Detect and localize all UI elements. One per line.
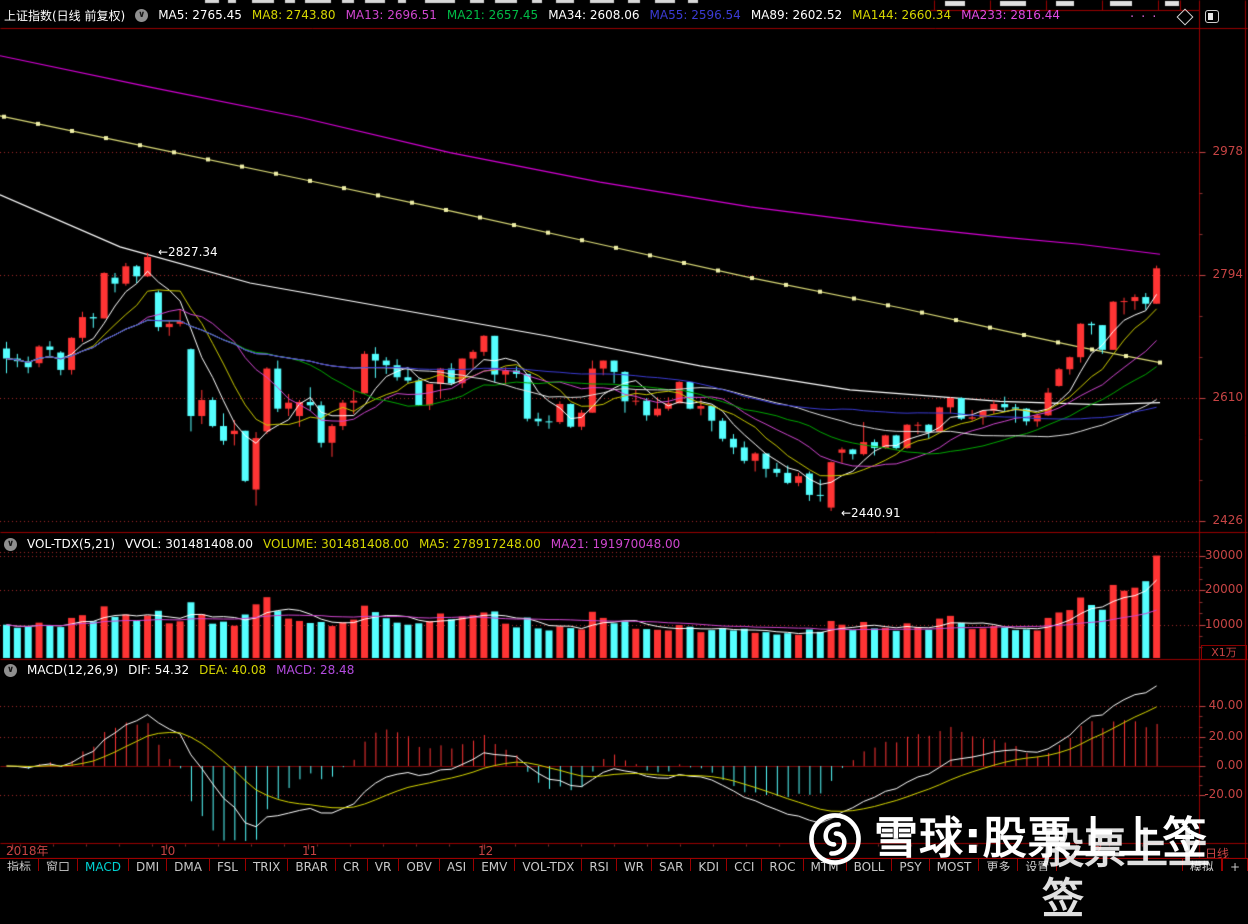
tab-right-+[interactable]: + — [1221, 859, 1248, 871]
axis-label: -20.00 — [1204, 787, 1243, 801]
ma-readout: MA5: 2765.45 — [158, 8, 242, 22]
ma-readout: MA144: 2660.34 — [852, 8, 952, 22]
volume-readout: MA5: 278917248.00 — [418, 537, 541, 551]
ma-readout: MA21: 2657.45 — [446, 8, 539, 22]
tab-indicator-cci[interactable]: CCI — [727, 859, 763, 871]
time-axis-label: 2018年 — [6, 845, 49, 858]
tab-indicator-fsl[interactable]: FSL — [210, 859, 246, 871]
ma-readout: MA55: 2596.54 — [649, 8, 741, 22]
chevron-down-icon[interactable]: ∨ — [4, 537, 17, 551]
tab-indicator-sar[interactable]: SAR — [652, 859, 692, 871]
price-annotation-high: ←2827.34 — [158, 245, 218, 259]
tab-窗口[interactable]: 窗口 — [39, 859, 79, 871]
tab-indicator-dmi[interactable]: DMI — [129, 859, 168, 871]
time-axis-label: 11 — [302, 845, 318, 858]
ma-readout: MA233: 2816.44 — [961, 8, 1061, 22]
tab-indicator-roc[interactable]: ROC — [762, 859, 804, 871]
axis-label: 2426 — [1212, 513, 1243, 527]
panel-layout-icon[interactable] — [1205, 10, 1219, 23]
tab-indicator-mtm[interactable]: MTM — [804, 859, 847, 871]
ma-value-list: MA5: 2765.45 MA8: 2743.80 MA13: 2696.51 MA2… — [158, 8, 1070, 22]
volume-unit-label: X1万 — [1201, 645, 1247, 660]
tab-indicator-brar[interactable]: BRAR — [288, 859, 337, 871]
macd-readout: DIF: 54.32 — [128, 663, 190, 677]
overflow-dots-icon[interactable]: ··· — [1130, 10, 1164, 25]
tab-indicator-wr[interactable]: WR — [617, 859, 653, 871]
indicator-tab-bar: 指标 窗口 MACD DMI DMA FSL TRIX BRAR CR VR OBV ASI EMV VO… — [0, 858, 1248, 871]
tab-indicator-dma[interactable]: DMA — [167, 859, 210, 871]
axis-label: 20.00 — [1208, 729, 1243, 743]
ma-readout: MA13: 2696.51 — [345, 8, 437, 22]
time-axis-label: 2 — [1094, 845, 1102, 858]
axis-label: 40.00 — [1208, 698, 1243, 712]
time-axis-label: 12 — [478, 845, 494, 858]
axis-label: 2794 — [1212, 267, 1243, 281]
ma-readout: MA89: 2602.52 — [750, 8, 843, 22]
tab-indicator-psy[interactable]: PSY — [892, 859, 930, 871]
macd-readout: DEA: 40.08 — [199, 663, 267, 677]
tab-indicator-obv[interactable]: OBV — [399, 859, 440, 871]
macd-readout: MACD: 28.48 — [276, 663, 355, 677]
axis-label: 30000 — [1204, 548, 1243, 562]
volume-readout: VVOL: 301481408.00 — [125, 537, 254, 551]
time-axis: 2018年 10 11 12 2 — [0, 845, 1199, 858]
volume-readout: MA21: 191970048.00 — [550, 537, 681, 551]
tab-indicator-vr[interactable]: VR — [368, 859, 400, 871]
main-chart-header: 上证指数(日线 前复权) ∨ MA5: 2765.45 MA8: 2743.80 M… — [4, 6, 1070, 24]
macd-pane-header: ∨ MACD(12,26,9) DIF: 54.32 DEA: 40.08 MACD… — [4, 661, 364, 679]
tab-right-模拟[interactable]: 模拟 — [1181, 859, 1222, 871]
tab-indicator-cr[interactable]: CR — [336, 859, 368, 871]
chevron-down-icon[interactable]: ∨ — [135, 8, 149, 22]
tab-indicator-most[interactable]: MOST — [930, 859, 980, 871]
tab-indicator-vol-tdx[interactable]: VOL-TDX — [515, 859, 583, 871]
ma-readout: MA34: 2608.06 — [548, 8, 640, 22]
period-label: 日线 — [1205, 847, 1230, 861]
tab-indicator-boll[interactable]: BOLL — [847, 859, 893, 871]
volume-indicator-name: VOL-TDX(5,21) — [27, 537, 116, 551]
tab-indicator-rsi[interactable]: RSI — [582, 859, 617, 871]
time-axis-label: 10 — [160, 845, 176, 858]
axis-label: 20000 — [1204, 582, 1243, 596]
axis-label: 2610 — [1212, 390, 1243, 404]
tab-indicator-macd[interactable]: MACD — [78, 859, 130, 871]
tab-indicator-更多[interactable]: 更多 — [979, 859, 1019, 871]
ma-readout: MA8: 2743.80 — [251, 8, 336, 22]
volume-value-list: VVOL: 301481408.00 VOLUME: 301481408.00 MA… — [125, 537, 690, 551]
symbol-title: 上证指数(日线 前复权) — [4, 8, 126, 23]
volume-pane-header: ∨ VOL-TDX(5,21) VVOL: 301481408.00 VOLUME… — [4, 535, 690, 553]
macd-indicator-name: MACD(12,26,9) — [27, 663, 119, 677]
price-chart-canvas[interactable] — [0, 0, 1248, 871]
volume-readout: VOLUME: 301481408.00 — [263, 537, 409, 551]
tab-spacer — [1057, 859, 1182, 871]
axis-label: 0.00 — [1216, 758, 1243, 772]
axis-label: 2978 — [1212, 144, 1243, 158]
tab-indicator-asi[interactable]: ASI — [440, 859, 475, 871]
tab-指标[interactable]: 指标 — [0, 859, 40, 871]
right-axis-column: 2978 2794 2610 2426 30000 20000 10000 40.00 20.0… — [1199, 0, 1248, 871]
tab-indicator-kdj[interactable]: KDJ — [691, 859, 728, 871]
tab-indicator-emv[interactable]: EMV — [474, 859, 516, 871]
axis-label: 10000 — [1204, 617, 1243, 631]
macd-value-list: DIF: 54.32 DEA: 40.08 MACD: 28.48 — [128, 663, 364, 677]
chevron-down-icon[interactable]: ∨ — [4, 663, 17, 677]
tab-indicator-trix[interactable]: TRIX — [246, 859, 289, 871]
tab-indicator-设置[interactable]: 设置 — [1018, 859, 1058, 871]
price-annotation-low: ←2440.91 — [841, 506, 901, 520]
